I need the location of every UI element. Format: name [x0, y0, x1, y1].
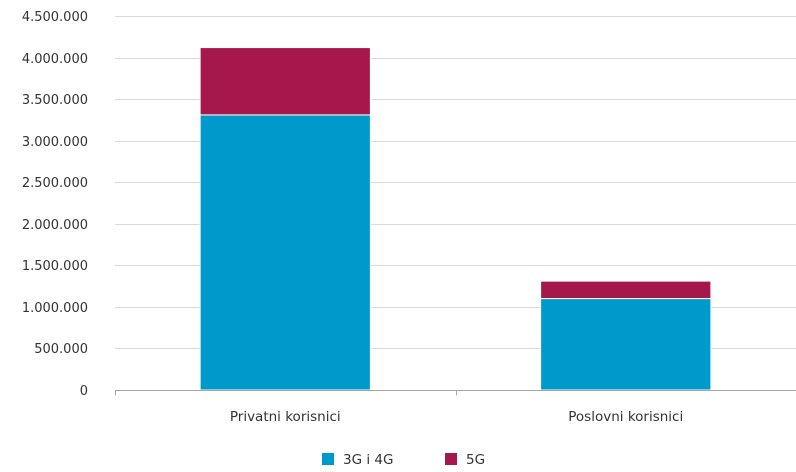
- legend-label: 5G: [466, 452, 485, 468]
- legend: 3G i 4G 5G: [322, 452, 485, 468]
- bar-3g-4g-privatni: [199, 114, 371, 391]
- legend-swatch-3g-4g: [322, 453, 334, 465]
- bar-5g-poslovni: [540, 280, 712, 300]
- x-axis: [115, 390, 796, 396]
- legend-label: 3G i 4G: [343, 452, 393, 468]
- y-tick-label: 0: [80, 384, 88, 399]
- y-tick-label: 1.500.000: [22, 259, 88, 274]
- y-tick-label: 4.000.000: [22, 52, 88, 67]
- y-tick-label: 1.000.000: [22, 301, 88, 316]
- bar-3g-4g-poslovni: [540, 298, 712, 391]
- x-axis-category-labels: Privatni korisnici Poslovni korisnici: [230, 409, 683, 425]
- legend-swatch-5g: [445, 453, 457, 465]
- bars: [199, 47, 712, 391]
- y-tick-label: 500.000: [34, 342, 88, 357]
- y-axis-tick-labels: 0 500.000 1.000.000 1.500.000 2.000.000 2.500…: [22, 10, 88, 399]
- y-tick-label: 3.500.000: [22, 93, 88, 108]
- x-category-label: Privatni korisnici: [230, 409, 341, 425]
- y-tick-label: 3.000.000: [22, 135, 88, 150]
- bar-5g-privatni: [199, 47, 371, 116]
- x-category-label: Poslovni korisnici: [568, 409, 683, 425]
- y-tick-label: 2.500.000: [22, 176, 88, 191]
- y-tick-label: 4.500.000: [22, 10, 88, 25]
- y-tick-label: 2.000.000: [22, 218, 88, 233]
